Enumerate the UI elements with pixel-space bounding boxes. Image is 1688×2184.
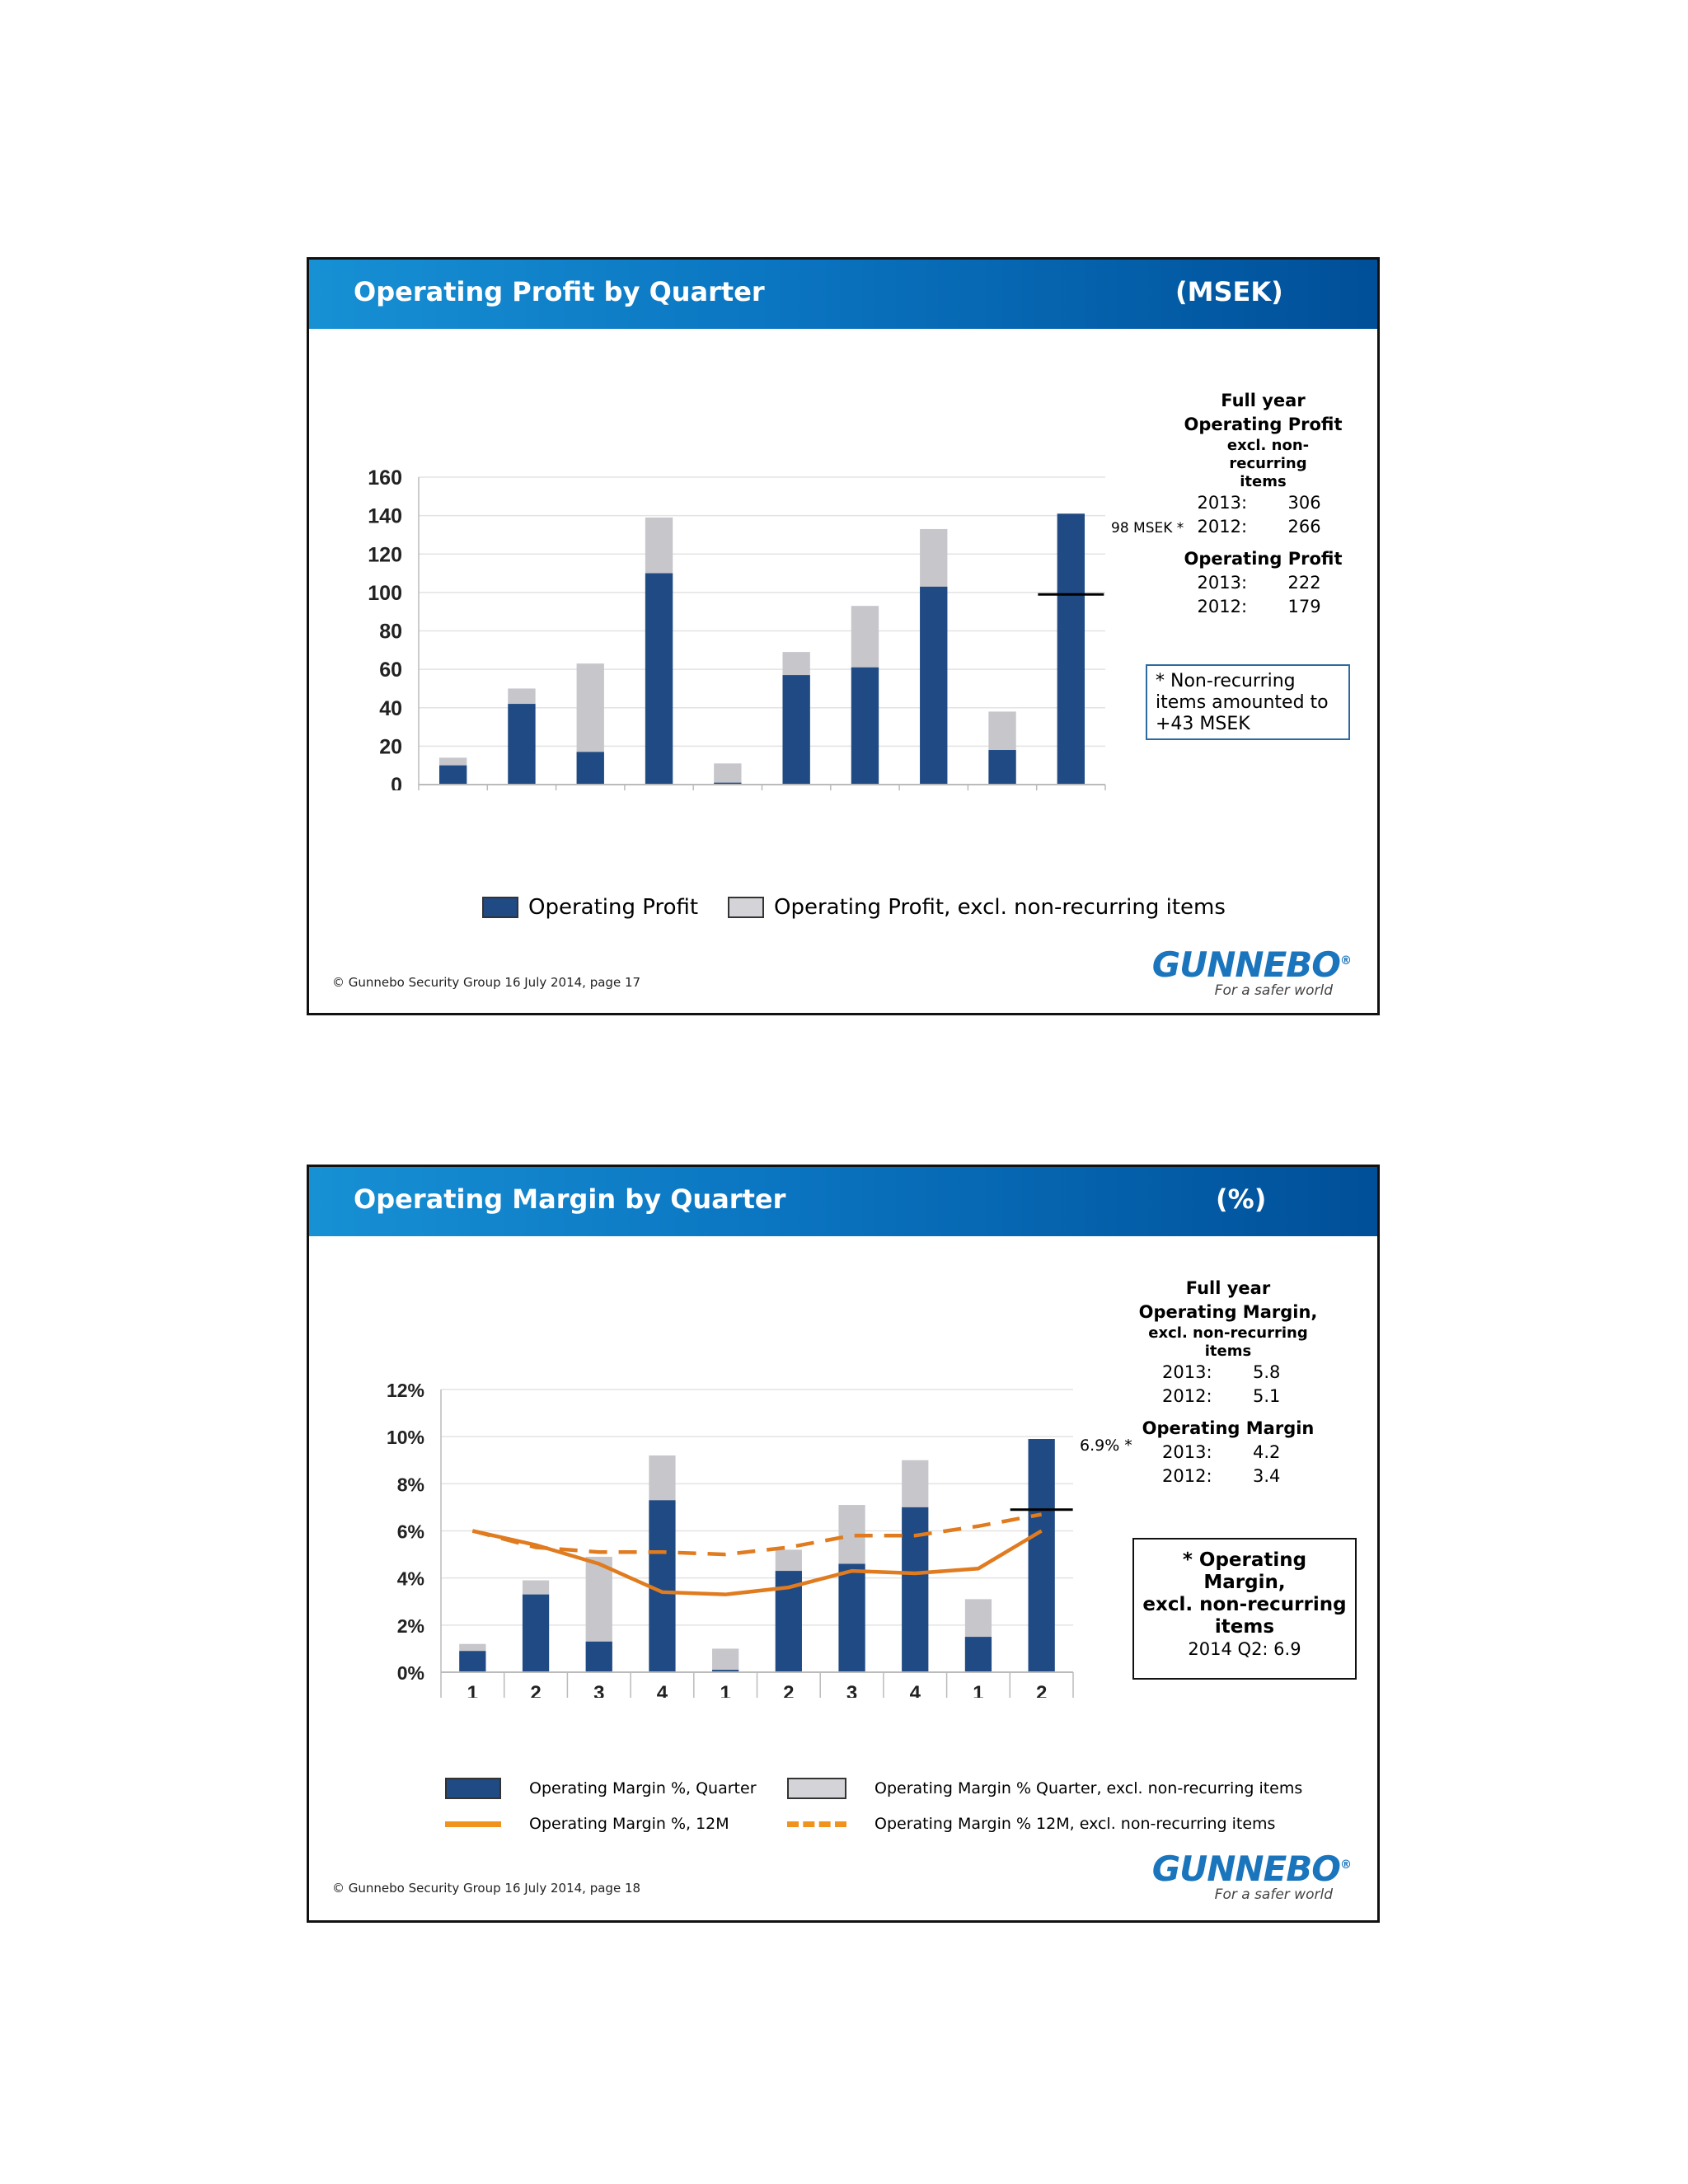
bar-operating [459,1651,486,1672]
bar-operating [576,752,604,785]
bar-operating [508,704,536,785]
summary-heading: Full year [1185,1278,1271,1298]
summary-row: 2013: 4.2 [1162,1442,1281,1462]
summary-subheading: items [1240,473,1287,490]
slide-unit: (MSEK) [1175,276,1283,307]
summary-row: 2012: 179 [1197,597,1321,616]
marker-label: 6.9% * [1080,1436,1132,1455]
y-tick-label: 4% [397,1568,424,1590]
slide-title: Operating Profit by Quarter [354,276,765,307]
summary-row: 2013: 222 [1197,573,1321,593]
bar-operating [522,1594,550,1672]
summary-row: 2013: 5.8 [1162,1362,1281,1382]
y-tick-label: 2% [397,1615,424,1637]
non-recurring-note: * Non-recurring items amounted to +43 MS… [1146,664,1350,740]
legend-item: Operating Profit [482,895,698,920]
x-tick-label: 1 [973,1682,983,1698]
bar-operating [438,765,467,785]
y-tick-label: 10% [387,1427,424,1448]
legend-swatch [787,1778,846,1799]
footer-text: © Gunnebo Security Group 16 July 2014, p… [332,975,641,990]
y-tick-label: 140 [368,505,402,528]
gunnebo-logo: GUNNEBO® For a safer world [1151,1849,1352,1904]
summary-heading: Operating Margin [1142,1418,1315,1438]
y-tick-label: 40 [379,697,402,720]
legend-item: Operating Profit, excl. non-recurring it… [728,895,1226,920]
bar-operating [902,1507,929,1672]
x-tick-label: 2 [1036,1682,1047,1698]
x-tick-label: 1 [720,1682,730,1698]
x-tick-label: 4 [657,1682,668,1698]
x-tick-label: 3 [846,1682,857,1698]
slide-title: Operating Margin by Quarter [354,1183,786,1215]
margin-note: * Operating Margin, excl. non-recurring … [1132,1538,1357,1680]
y-tick-label: 120 [368,543,402,566]
slide-operating-profit: Operating Profit by Quarter (MSEK) 0 20 40… [307,257,1380,1015]
operating-profit-chart: 0204060801001201401601234123412201220132… [368,466,1106,790]
summary-row: 2012: 266 [1197,517,1321,537]
legend-swatch [728,897,764,918]
line-12m [471,1529,1043,1596]
y-tick-label: 0% [397,1662,424,1684]
x-tick-label: 3 [593,1682,604,1698]
bar-operating [920,586,948,785]
footer-text: © Gunnebo Security Group 16 July 2014, p… [332,1881,641,1896]
summary-heading: Operating Profit [1184,415,1343,434]
legend-swatch [445,1821,501,1827]
summary-subheading: items [1204,1343,1252,1360]
legend-item: Operating Margin %, Quarter [445,1778,757,1799]
bar-operating [714,782,742,785]
legend-swatch [787,1821,846,1827]
summary-heading: Operating Profit [1184,549,1343,569]
bar-operating [585,1641,612,1672]
y-tick-label: 160 [368,466,402,490]
line-12m-excl [471,1512,1043,1557]
operating-margin-chart: 0%2%4%6%8%10%12%1234123412201220132014 [387,1380,1074,1698]
bar-operating [645,573,673,785]
legend-item: Operating Margin % 12M, excl. non-recurr… [787,1815,1275,1833]
bar-operating [782,675,810,785]
summary-row: 2012: 5.1 [1162,1386,1281,1406]
y-tick-label: 0 [391,774,402,790]
slide-header: Operating Profit by Quarter (MSEK) [309,260,1377,329]
y-tick-label: 8% [397,1474,424,1495]
gunnebo-logo: GUNNEBO® For a safer world [1151,944,1352,1000]
summary-heading: Operating Margin, [1138,1302,1318,1322]
y-tick-label: 60 [379,658,402,682]
legend-item: Operating Margin %, 12M [445,1815,729,1833]
summary-subheading: excl. non-recurring [1226,437,1310,472]
summary-row: 2013: 306 [1197,493,1321,513]
summary-row: 2012: 3.4 [1162,1466,1281,1486]
bar-operating [988,750,1016,785]
summary-subheading: excl. non-recurring [1148,1324,1308,1342]
y-tick-label: 100 [368,582,402,605]
y-tick-label: 20 [379,735,402,758]
full-year-summary: Full year Operating Margin, excl. non-re… [1137,1277,1319,1488]
bar-operating [712,1670,739,1672]
bar-operating [851,667,879,785]
y-tick-label: 6% [397,1521,424,1543]
bar-operating [1028,1439,1055,1672]
legend-item: Operating Margin % Quarter, excl. non-re… [787,1778,1302,1799]
y-tick-label: 12% [387,1380,424,1401]
slide-operating-margin: Operating Margin by Quarter (%) 0% 2% 4% 6%… [307,1165,1380,1923]
x-tick-label: 4 [910,1682,921,1698]
marker-label: 98 MSEK * [1111,520,1184,537]
full-year-summary: Full year Operating Profit excl. non-rec… [1179,389,1348,619]
slide-unit: (%) [1216,1183,1267,1215]
x-tick-label: 2 [783,1682,794,1698]
x-tick-label: 1 [467,1682,478,1698]
slide-header: Operating Margin by Quarter (%) [309,1167,1377,1236]
bar-excl-nonrecurring [712,1648,739,1672]
summary-heading: Full year [1221,391,1306,410]
legend-swatch [482,897,518,918]
y-tick-label: 80 [379,621,402,644]
legend-swatch [445,1778,501,1799]
x-tick-label: 2 [530,1682,541,1698]
bar-operating [964,1637,992,1672]
bar-excl-nonrecurring [714,763,742,785]
bar-operating [1057,513,1085,785]
bar-operating [838,1563,865,1672]
